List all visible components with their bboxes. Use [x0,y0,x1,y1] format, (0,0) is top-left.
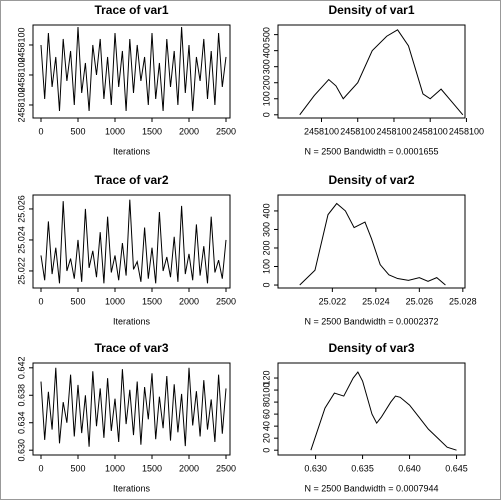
x-tick-label: 0 [38,126,43,136]
y-tick-label: 0.634 [16,411,26,434]
y-tick-label: 120 [261,371,271,386]
x-axis-label: N = 2500 Bandwidth = 0.0001655 [304,146,438,156]
panel-title: Density of var3 [328,341,414,355]
data-line [40,367,227,447]
x-tick-label: 1000 [105,463,125,473]
x-tick-label: 0.630 [304,463,327,473]
plot-box [277,24,466,119]
y-tick-label: 2458100 [16,87,26,122]
x-tick-label: 0.645 [445,463,468,473]
y-tick-label: 80 [261,397,271,407]
y-tick-label: 2458100 [16,57,26,92]
y-tick-label: 2458100 [16,27,26,62]
y-tick-label: 25.022 [16,257,26,285]
y-tick-label: 400 [261,203,271,218]
x-tick-label: 1500 [142,463,162,473]
x-tick-label: 2458100 [376,126,411,136]
y-tick-label: 300 [261,222,271,237]
y-tick-label: 0.630 [16,439,26,462]
x-axis-label: Iterations [113,483,151,493]
x-tick-label: 500 [70,126,85,136]
x-tick-label: 2000 [179,126,199,136]
y-tick-label: 100 [261,91,271,106]
x-tick-label: 1500 [142,126,162,136]
x-tick-label: 0.635 [351,463,374,473]
x-tick-label: 2458100 [449,126,484,136]
x-tick-label: 500 [70,463,85,473]
x-tick-label: 0.640 [398,463,421,473]
y-tick-label: 20 [261,433,271,443]
x-tick-label: 25.022 [319,296,347,306]
x-tick-label: 1000 [105,296,125,306]
y-tick-label: 0.638 [16,384,26,407]
y-tick-label: 200 [261,75,271,90]
panel-title: Trace of var3 [94,341,168,355]
plot-box [32,194,231,289]
x-tick-label: 2500 [216,126,236,136]
x-axis-label: Iterations [113,146,151,156]
x-tick-label: 1000 [105,126,125,136]
y-tick-label: 25.026 [16,195,26,223]
x-tick-label: 500 [70,296,85,306]
x-tick-label: 25.028 [449,296,477,306]
y-tick-label: 0 [261,448,271,453]
x-tick-label: 2500 [216,296,236,306]
y-tick-label: 200 [261,240,271,255]
x-tick-label: 2458100 [340,126,375,136]
y-tick-label: 25.024 [16,226,26,254]
x-tick-label: 2458100 [304,126,339,136]
y-tick-label: 400 [261,43,271,58]
panel-title: Density of var2 [328,173,414,187]
x-tick-label: 1500 [142,296,162,306]
y-tick-label: 300 [261,59,271,74]
x-tick-label: 25.024 [362,296,390,306]
x-tick-label: 0 [38,463,43,473]
data-line [40,199,227,284]
x-tick-label: 2000 [179,296,199,306]
y-tick-label: 0 [261,283,271,288]
plot-box [32,362,231,456]
plot-box [32,24,231,119]
y-tick-label: 40 [261,421,271,431]
x-tick-label: 0 [38,296,43,306]
y-tick-label: 60 [261,409,271,419]
y-tick-label: 0 [261,112,271,117]
panel-title: Density of var1 [328,3,414,17]
data-line [299,29,464,116]
x-tick-label: 2458100 [413,126,448,136]
x-tick-label: 2000 [179,463,199,473]
y-tick-label: 100 [261,259,271,274]
y-tick-label: 0.642 [16,357,26,380]
x-axis-label: Iterations [113,316,151,326]
plot-box [277,362,466,456]
plot-box [277,194,466,289]
x-axis-label: N = 2500 Bandwidth = 0.0007944 [304,483,438,493]
panel-title: Trace of var1 [94,3,168,17]
y-tick-label: 500 [261,27,271,42]
data-line [310,371,457,451]
x-axis-label: N = 2500 Bandwidth = 0.0002372 [304,316,438,326]
x-tick-label: 25.026 [406,296,434,306]
y-tick-label: 100 [261,383,271,398]
panel-title: Trace of var2 [94,173,168,187]
x-tick-label: 2500 [216,463,236,473]
data-line [40,26,227,112]
data-line [299,202,446,286]
